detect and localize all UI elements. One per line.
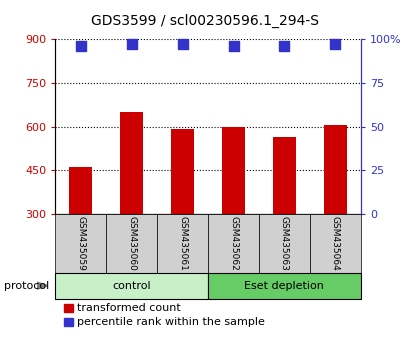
Text: control: control (112, 281, 151, 291)
Bar (323, 125, 346, 214)
Text: GSM435059: GSM435059 (76, 216, 85, 271)
Bar (272, 137, 295, 214)
Point (281, 43, 287, 49)
Bar (171, 130, 193, 214)
Point (179, 41, 185, 47)
Text: percentile rank within the sample: percentile rank within the sample (77, 317, 265, 327)
Text: GDS3599 / scl00230596.1_294-S: GDS3599 / scl00230596.1_294-S (91, 14, 318, 28)
Text: transformed count: transformed count (77, 303, 181, 313)
Text: Eset depletion: Eset depletion (244, 281, 324, 291)
Text: protocol: protocol (4, 281, 49, 291)
Text: GSM435063: GSM435063 (279, 216, 288, 271)
Point (128, 41, 135, 47)
Bar (120, 112, 143, 214)
Polygon shape (37, 282, 48, 289)
Text: GSM435061: GSM435061 (178, 216, 187, 271)
Text: GSM435062: GSM435062 (229, 216, 238, 271)
Point (77, 43, 84, 49)
Bar (69, 167, 92, 214)
Bar (222, 127, 245, 214)
Text: GSM435064: GSM435064 (330, 216, 339, 271)
Point (230, 43, 236, 49)
Text: GSM435060: GSM435060 (127, 216, 136, 271)
Point (331, 41, 338, 47)
